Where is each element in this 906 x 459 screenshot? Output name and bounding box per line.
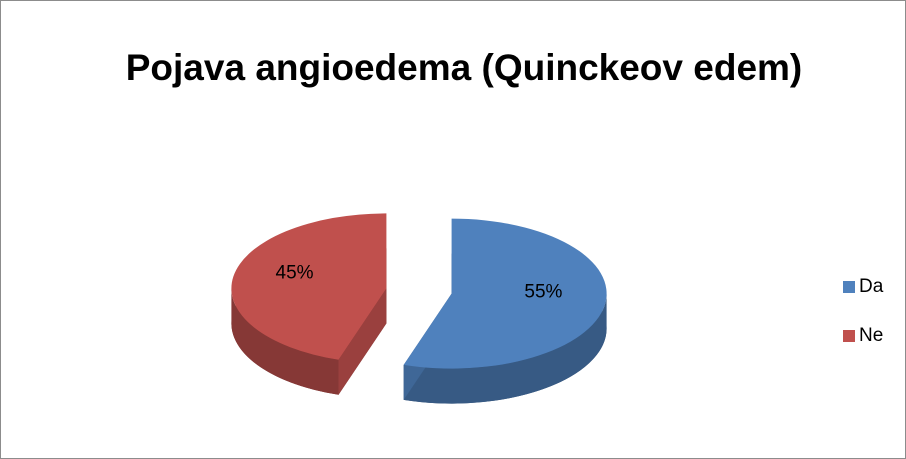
data-label: 55% xyxy=(524,282,562,303)
legend-label: Ne xyxy=(859,325,883,346)
pie-slice xyxy=(231,213,387,360)
data-label: 45% xyxy=(276,262,314,283)
legend-swatch xyxy=(843,281,855,293)
legend-label: Da xyxy=(859,276,884,297)
pie-slice xyxy=(403,218,607,369)
pie-slice-wall xyxy=(231,288,339,395)
pie-slice-cut xyxy=(338,288,387,395)
chart-title: Pojava angioedema (Quinckeov edem) xyxy=(125,47,803,88)
legend-swatch xyxy=(843,330,855,342)
pie-slice-wall xyxy=(403,293,607,404)
